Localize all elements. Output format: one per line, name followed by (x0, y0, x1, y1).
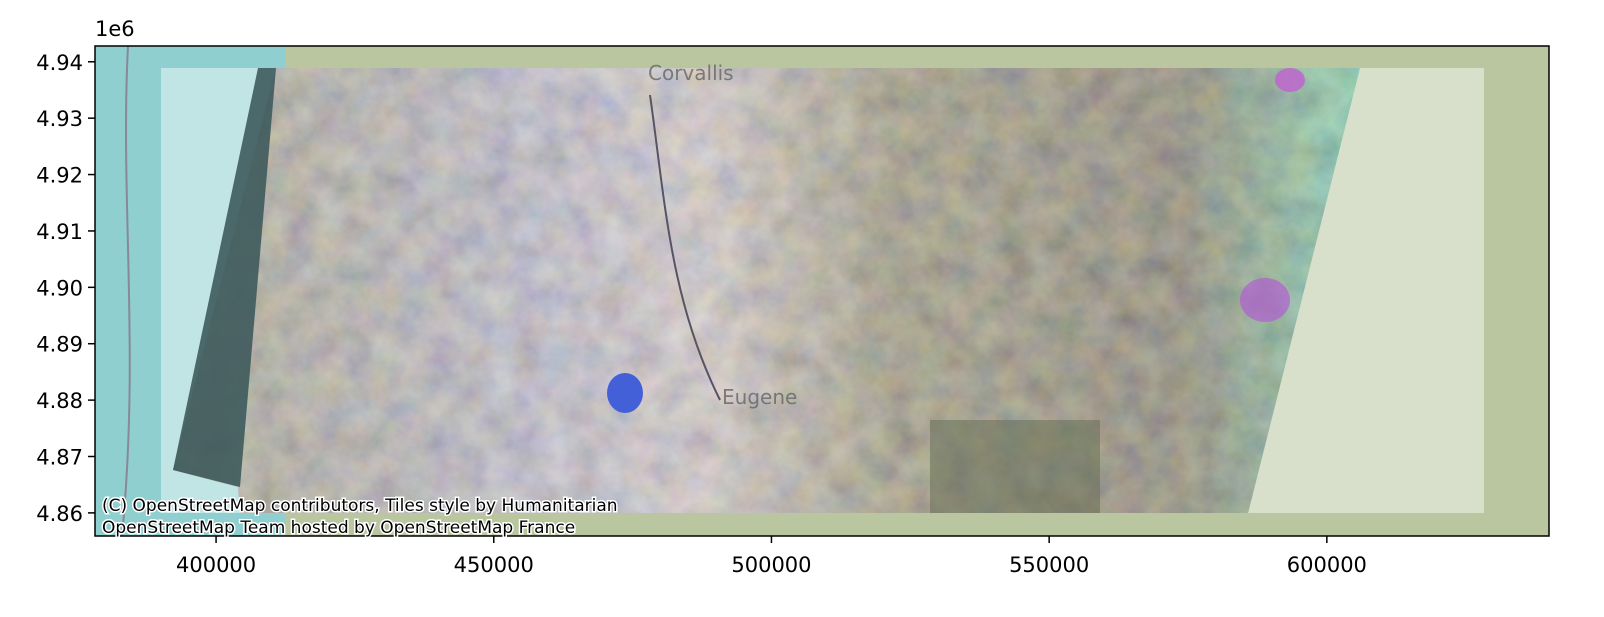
x-tick-label: 550000 (1009, 553, 1089, 577)
y-tick-label: 4.87 (36, 445, 83, 469)
place-label: Corvallis (648, 61, 734, 85)
y-tick-label: 4.90 (36, 276, 83, 300)
y-tick-label: 4.88 (36, 389, 83, 413)
x-tick-label: 500000 (731, 553, 811, 577)
x-tick-label: 450000 (454, 553, 534, 577)
axes-frame (94, 45, 1550, 537)
map-imagery: Corvallis Eugene (95, 46, 1549, 536)
y-tick-label: 4.91 (36, 220, 83, 244)
attribution: OpenStreetMap Team hosted by OpenStreetM… (102, 518, 575, 538)
y-tick-label: 4.94 (36, 51, 83, 75)
y-tick-label: 4.86 (36, 502, 83, 526)
x-tick-label: 400000 (176, 553, 256, 577)
attribution: (C) OpenStreetMap contributors, Tiles st… (102, 496, 618, 516)
x-tick-label: 600000 (1287, 553, 1367, 577)
place-label: Eugene (722, 385, 797, 409)
y-tick-label: 4.89 (36, 333, 83, 357)
offset-label: 1e6 (95, 17, 135, 41)
y-tick-label: 4.93 (36, 107, 83, 131)
y-tick-label: 4.92 (36, 164, 83, 188)
